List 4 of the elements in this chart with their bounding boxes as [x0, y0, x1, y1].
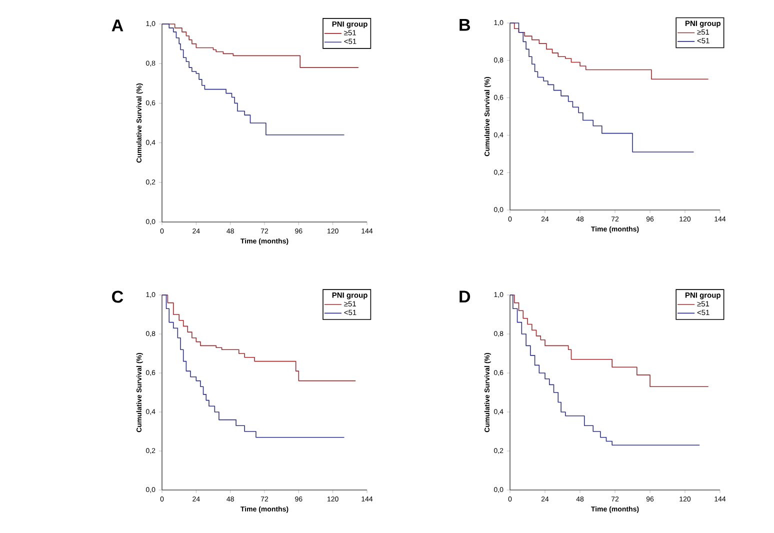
- chart-title: A: [112, 20, 124, 32]
- chart-title: B: [460, 19, 470, 31]
- chart-title: D: [460, 290, 470, 302]
- chart-title: C: [112, 290, 124, 303]
